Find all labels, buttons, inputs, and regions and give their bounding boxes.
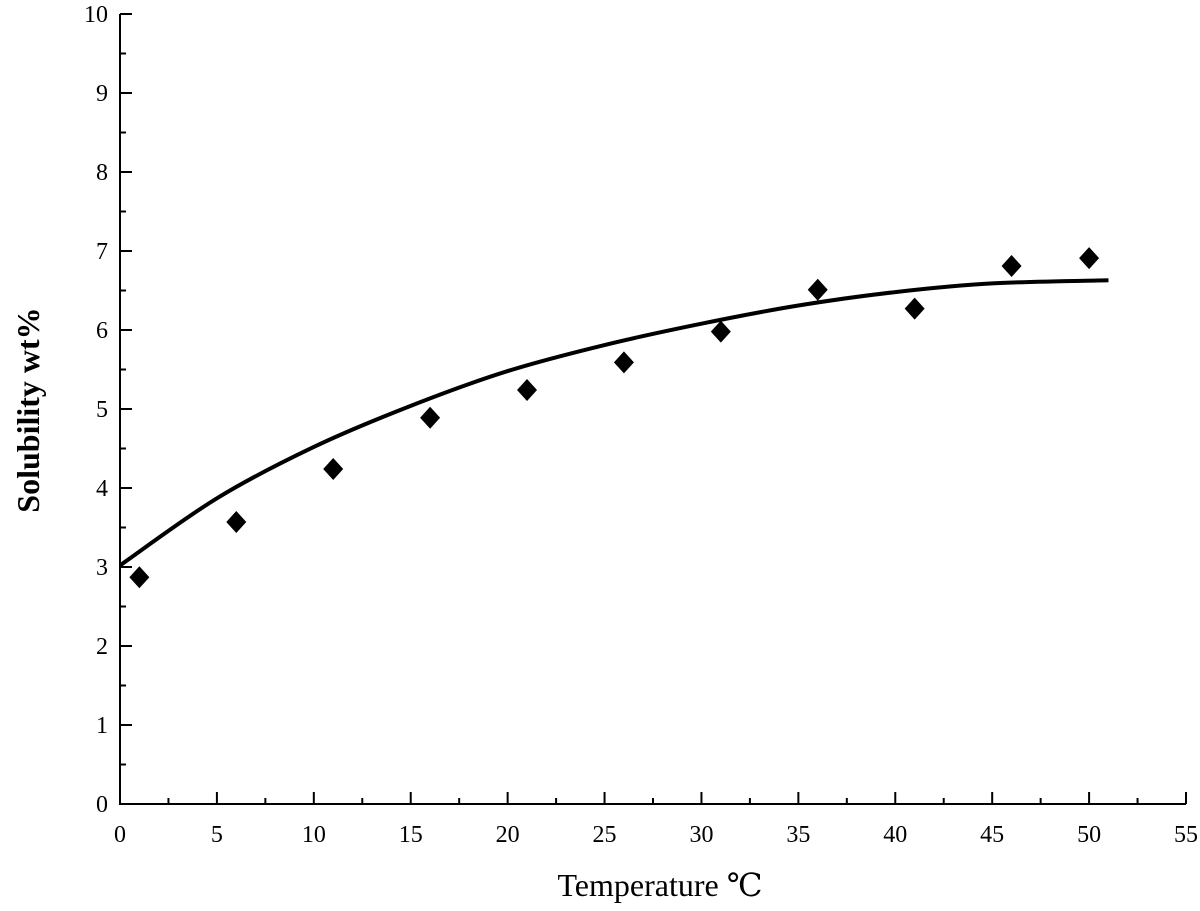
data-point <box>1001 255 1022 278</box>
data-point <box>323 458 344 481</box>
y-tick-label: 3 <box>96 555 108 581</box>
x-tick-label: 15 <box>399 822 423 848</box>
axes <box>119 14 1186 805</box>
x-tick-label: 45 <box>980 822 1004 848</box>
data-point <box>517 379 538 402</box>
y-tick-label: 8 <box>96 160 108 186</box>
x-tick-label: 50 <box>1077 822 1101 848</box>
y-axis-title: Solubility wt% <box>10 307 46 512</box>
y-tick-label: 2 <box>96 634 108 660</box>
data-point <box>904 297 925 320</box>
data-point <box>807 278 828 301</box>
x-tick-label: 25 <box>593 822 617 848</box>
x-axis: 0 5 10 15 20 25 30 35 40 45 50 55 <box>114 792 1198 848</box>
x-tick-label: 10 <box>302 822 326 848</box>
data-point <box>226 510 247 533</box>
y-axis: 0 1 2 3 4 5 6 7 8 9 10 <box>84 2 132 818</box>
y-tick-label: 7 <box>96 239 108 265</box>
x-tick-label: 40 <box>883 822 907 848</box>
x-tick-label: 35 <box>786 822 810 848</box>
data-point <box>613 351 634 374</box>
x-axis-title: Temperature ℃ <box>557 867 762 903</box>
y-tick-label: 4 <box>96 476 108 502</box>
y-tick-label: 9 <box>96 81 108 107</box>
x-tick-label: 20 <box>496 822 520 848</box>
plot-frame <box>119 14 1186 805</box>
y-tick-label: 5 <box>96 397 108 423</box>
y-tick-label: 10 <box>84 2 108 28</box>
x-tick-label: 55 <box>1174 822 1198 848</box>
data-point <box>129 566 150 589</box>
x-tick-label: 0 <box>114 822 126 848</box>
y-tick-label: 0 <box>96 792 108 818</box>
y-tick-label: 1 <box>96 713 108 739</box>
data-point <box>1079 247 1100 270</box>
fit-curve <box>118 278 1109 568</box>
data-point <box>420 406 441 429</box>
x-tick-label: 5 <box>211 822 223 848</box>
y-tick-label: 6 <box>96 318 108 344</box>
x-tick-label: 30 <box>689 822 713 848</box>
data-points <box>129 247 1100 589</box>
data-point <box>710 320 731 343</box>
